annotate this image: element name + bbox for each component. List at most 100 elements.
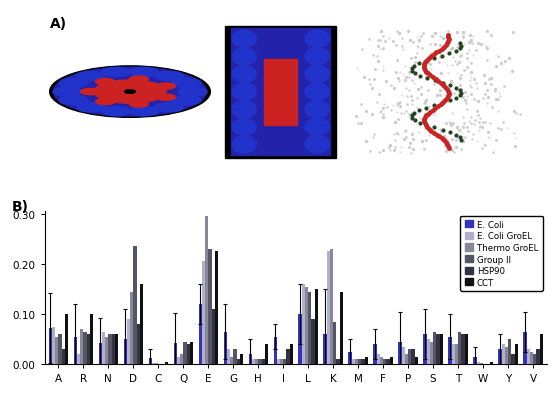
Bar bbox=[477, 362, 480, 364]
Bar bbox=[231, 29, 330, 156]
Circle shape bbox=[50, 67, 210, 118]
Circle shape bbox=[80, 89, 100, 96]
Circle shape bbox=[76, 72, 105, 81]
Bar bbox=[411, 350, 415, 364]
Bar bbox=[536, 350, 540, 364]
Ellipse shape bbox=[232, 84, 256, 101]
Circle shape bbox=[59, 79, 88, 88]
Bar bbox=[308, 292, 311, 364]
Legend: E. Coli, E. Coli GroEL, Thermo GroEL, Group II, HSP90, CCT: E. Coli, E. Coli GroEL, Thermo GroEL, Gr… bbox=[460, 216, 542, 291]
Bar bbox=[389, 357, 393, 364]
Bar bbox=[208, 249, 211, 364]
Bar bbox=[102, 332, 105, 364]
Bar bbox=[237, 360, 240, 364]
Bar bbox=[508, 339, 511, 364]
Bar bbox=[311, 320, 315, 364]
Bar bbox=[180, 354, 184, 364]
Bar bbox=[340, 292, 343, 364]
Bar bbox=[315, 289, 318, 364]
Ellipse shape bbox=[232, 136, 256, 153]
Bar bbox=[174, 343, 177, 364]
Bar bbox=[55, 337, 59, 364]
Ellipse shape bbox=[232, 31, 256, 48]
Bar bbox=[383, 360, 387, 364]
Circle shape bbox=[156, 84, 176, 90]
Bar bbox=[373, 345, 377, 364]
Bar bbox=[230, 357, 233, 364]
Ellipse shape bbox=[232, 119, 256, 136]
Bar bbox=[511, 354, 514, 364]
Circle shape bbox=[102, 68, 131, 77]
Bar bbox=[498, 350, 502, 364]
Bar bbox=[137, 324, 140, 364]
Ellipse shape bbox=[305, 136, 329, 153]
Bar bbox=[273, 337, 277, 364]
Bar bbox=[352, 360, 355, 364]
Bar bbox=[227, 350, 230, 364]
Circle shape bbox=[76, 103, 105, 113]
Bar bbox=[415, 357, 418, 364]
Bar bbox=[65, 314, 68, 364]
Bar bbox=[199, 305, 202, 364]
Bar bbox=[505, 347, 508, 364]
Bar bbox=[398, 342, 402, 364]
Circle shape bbox=[155, 103, 184, 113]
Circle shape bbox=[129, 102, 148, 108]
Bar bbox=[240, 354, 243, 364]
Ellipse shape bbox=[232, 66, 256, 83]
Circle shape bbox=[155, 72, 184, 81]
Bar bbox=[252, 360, 255, 364]
Bar bbox=[112, 335, 115, 364]
Bar bbox=[433, 332, 436, 364]
Bar bbox=[302, 284, 305, 364]
Bar bbox=[290, 345, 293, 364]
Bar bbox=[380, 357, 383, 364]
Bar bbox=[327, 252, 330, 364]
Bar bbox=[489, 362, 493, 364]
Bar bbox=[127, 320, 130, 364]
Bar bbox=[514, 345, 518, 364]
Bar bbox=[77, 354, 80, 364]
Circle shape bbox=[53, 88, 82, 97]
Ellipse shape bbox=[232, 49, 256, 66]
Bar bbox=[480, 363, 483, 364]
Bar bbox=[402, 347, 405, 364]
Ellipse shape bbox=[305, 49, 329, 66]
Circle shape bbox=[172, 79, 201, 88]
Bar bbox=[190, 342, 193, 364]
Bar bbox=[52, 327, 55, 364]
Bar bbox=[405, 354, 408, 364]
Bar bbox=[74, 337, 77, 364]
Bar bbox=[80, 329, 83, 364]
Ellipse shape bbox=[305, 66, 329, 83]
Bar bbox=[277, 360, 280, 364]
Bar bbox=[133, 247, 137, 364]
Circle shape bbox=[124, 91, 136, 94]
Bar bbox=[336, 360, 340, 364]
Bar bbox=[83, 332, 86, 364]
Bar bbox=[455, 345, 458, 364]
Bar bbox=[99, 343, 102, 364]
Bar bbox=[248, 354, 252, 364]
Bar bbox=[233, 350, 237, 364]
Circle shape bbox=[129, 77, 148, 83]
Bar bbox=[86, 335, 90, 364]
Bar bbox=[258, 360, 262, 364]
Bar bbox=[177, 357, 180, 364]
Bar bbox=[348, 352, 352, 364]
Bar bbox=[355, 360, 358, 364]
Circle shape bbox=[94, 81, 166, 104]
Bar bbox=[165, 362, 168, 364]
Circle shape bbox=[178, 88, 207, 97]
Bar bbox=[461, 335, 465, 364]
Bar bbox=[215, 252, 218, 364]
Text: B): B) bbox=[12, 200, 29, 213]
Circle shape bbox=[59, 96, 88, 106]
Bar bbox=[280, 360, 283, 364]
Bar bbox=[262, 360, 264, 364]
Bar bbox=[211, 309, 215, 364]
Bar bbox=[115, 335, 118, 364]
Ellipse shape bbox=[232, 101, 256, 118]
Bar bbox=[362, 360, 365, 364]
Bar bbox=[333, 322, 336, 364]
